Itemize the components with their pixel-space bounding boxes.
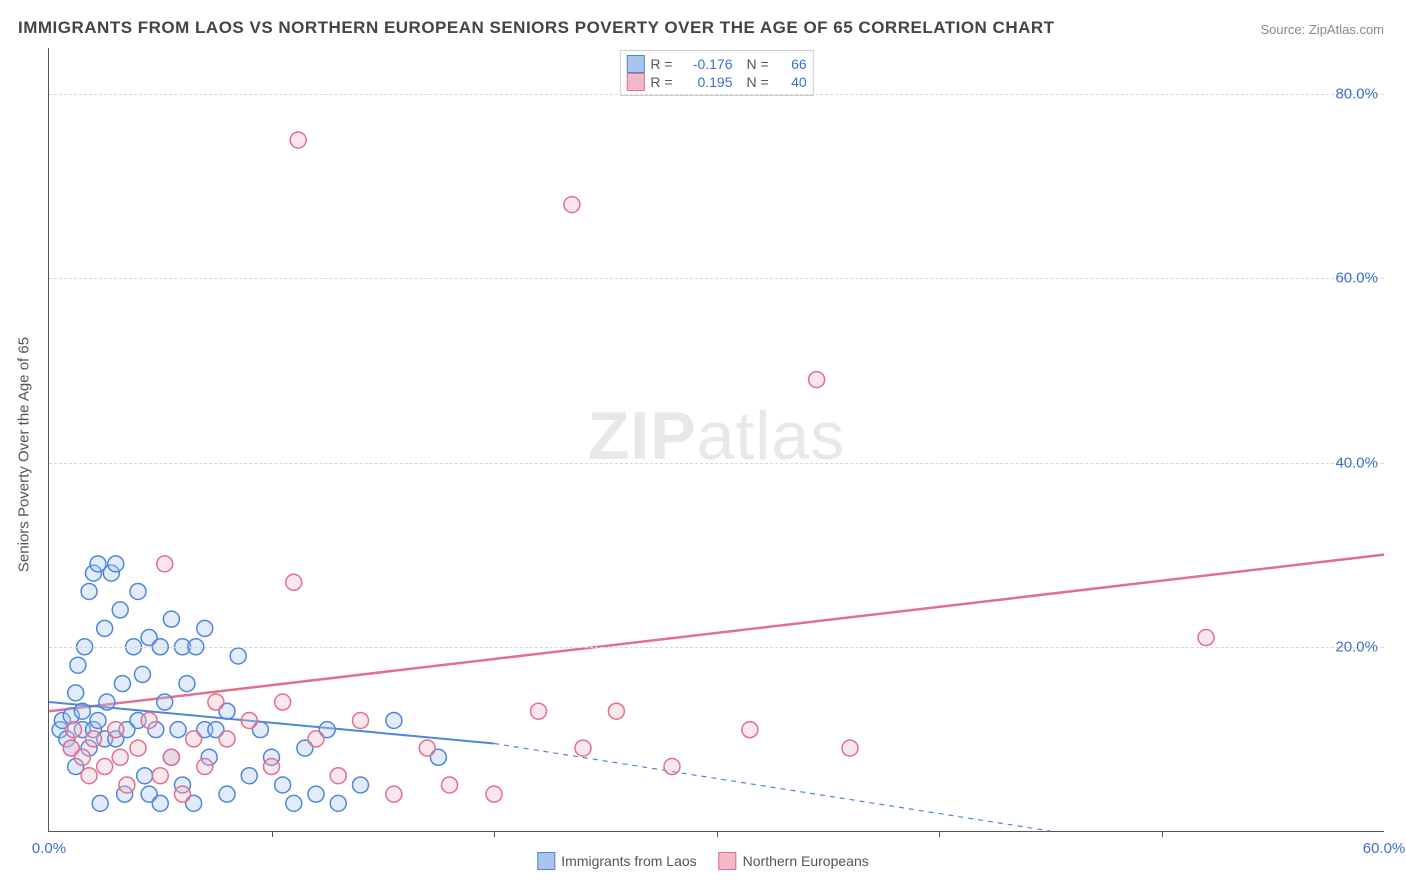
stats-legend: R = -0.176 N = 66 R = 0.195 N = 40 [619,50,813,96]
legend-swatch [719,852,737,870]
x-tick-label: 0.0% [32,840,66,857]
y-tick-label: 40.0% [1335,454,1386,471]
gridline-h [49,463,1384,464]
gridline-h [49,94,1384,95]
y-tick-label: 60.0% [1335,270,1386,287]
x-minor-tick [1162,831,1163,837]
stat-n-label: N = [747,56,769,72]
source-label: Source: ZipAtlas.com [1260,22,1384,37]
stat-n-value: 66 [775,56,807,72]
x-minor-tick [939,831,940,837]
stat-r-label: R = [650,56,672,72]
legend-label: Northern Europeans [743,853,869,869]
stat-r-value: 0.195 [679,74,733,90]
x-minor-tick [272,831,273,837]
stats-row: R = -0.176 N = 66 [626,55,806,73]
y-tick-label: 20.0% [1335,638,1386,655]
series-swatch [626,55,644,73]
x-tick-label: 60.0% [1363,840,1406,857]
plot-area: ZIPatlas R =-0.176N =66R =0.195N =40 20.… [48,48,1384,832]
legend-item: Northern Europeans [719,852,869,870]
x-minor-tick [717,831,718,837]
x-minor-tick [494,831,495,837]
legend-swatch [537,852,555,870]
gridline-h [49,278,1384,279]
legend-item: Immigrants from Laos [537,852,696,870]
stat-n-value: 40 [775,74,807,90]
chart-title: IMMIGRANTS FROM LAOS VS NORTHERN EUROPEA… [18,18,1055,38]
stats-row: R = 0.195 N = 40 [626,73,806,91]
bottom-legend: Immigrants from Laos Northern Europeans [537,852,868,870]
stat-r-label: R = [650,74,672,90]
stat-r-value: -0.176 [679,56,733,72]
legend-label: Immigrants from Laos [561,853,696,869]
stat-n-label: N = [747,74,769,90]
chart-svg [49,48,1384,831]
y-tick-label: 80.0% [1335,86,1386,103]
y-axis-label: Seniors Poverty Over the Age of 65 [16,337,33,572]
gridline-h [49,647,1384,648]
series-swatch [626,73,644,91]
